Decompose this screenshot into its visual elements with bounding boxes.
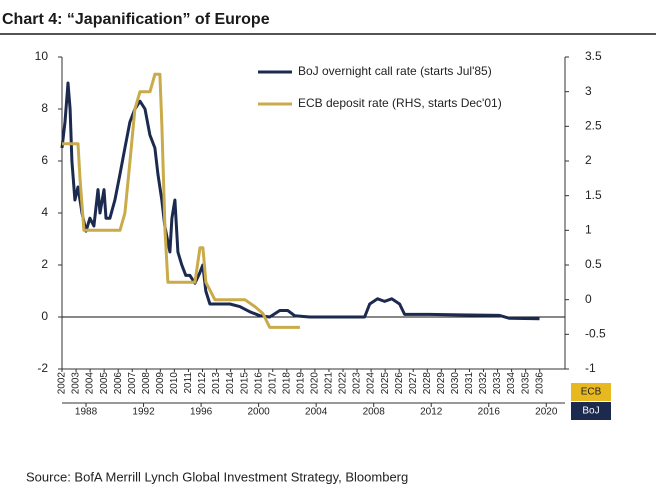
x-tick-label: 2025 (380, 372, 391, 395)
ecb-key (571, 383, 611, 401)
y-tick-label: 8 (41, 101, 48, 115)
x-tick-label: 2018 (281, 372, 292, 395)
x-tick-label: 2013 (211, 372, 222, 395)
y2-tick-label: -0.5 (585, 327, 606, 341)
x-tick-label: 2019 (295, 372, 306, 395)
x-tick-label: 2032 (478, 372, 489, 395)
y2-tick-label: 2.5 (585, 119, 602, 133)
y2-tick-label: 3.5 (585, 49, 602, 63)
boj-key (571, 402, 611, 420)
x2-tick-label: 2004 (305, 407, 328, 418)
x-tick-label: 2031 (464, 372, 475, 395)
x2-tick-label: 2012 (420, 407, 443, 418)
x-tick-label: 2010 (169, 372, 180, 395)
x-tick-label: 2027 (408, 372, 419, 395)
x2-tick-label: 2016 (478, 407, 501, 418)
y2-tick-label: 1.5 (585, 188, 602, 202)
x-tick-label: 2017 (267, 372, 278, 395)
x-tick-label: 2029 (436, 372, 447, 395)
x-axis-label: ECB (581, 387, 602, 398)
y-tick-label: 6 (41, 153, 48, 167)
y-tick-label: 4 (41, 205, 48, 219)
x-tick-label: 2011 (183, 372, 194, 394)
x2-tick-label: 1996 (190, 407, 213, 418)
x-tick-label: 2034 (506, 372, 517, 395)
legend-label: ECB deposit rate (RHS, starts Dec'01) (298, 96, 502, 110)
x-tick-label: 2036 (534, 372, 545, 395)
series-line (62, 72, 300, 329)
x-tick-label: 2002 (57, 372, 68, 395)
y2-tick-label: 0 (585, 292, 592, 306)
x-tick-label: 2009 (155, 372, 166, 395)
x-tick-label: 2021 (324, 372, 335, 395)
y2-tick-label: 3 (585, 84, 592, 98)
x-tick-label: 2023 (352, 372, 363, 395)
series-line (60, 81, 540, 321)
x-tick-label: 2006 (113, 372, 124, 395)
x-tick-label: 2007 (127, 372, 138, 395)
y-tick-label: 10 (35, 49, 49, 63)
x-tick-label: 2016 (253, 372, 264, 395)
y-tick-label: -2 (37, 361, 48, 375)
x-tick-label: 2003 (71, 372, 82, 395)
x2-tick-label: 1988 (75, 407, 98, 418)
x-tick-label: 2015 (239, 372, 250, 395)
y2-tick-label: 1 (585, 223, 592, 237)
x2-axis-label: BoJ (582, 406, 599, 417)
x-tick-label: 2004 (85, 372, 96, 395)
x2-tick-label: 2000 (248, 407, 271, 418)
y-tick-label: 2 (41, 257, 48, 271)
x-tick-label: 2035 (520, 372, 531, 395)
legend-label: BoJ overnight call rate (starts Jul'85) (298, 64, 492, 78)
x-tick-label: 2033 (492, 372, 503, 395)
x-tick-label: 2014 (225, 372, 236, 395)
x-tick-label: 2030 (450, 372, 461, 395)
x2-tick-label: 1992 (132, 407, 155, 418)
x-tick-label: 2024 (366, 372, 377, 395)
x-tick-label: 2012 (197, 372, 208, 395)
y2-tick-label: 0.5 (585, 257, 602, 271)
chart-title: Chart 4: “Japanification” of Europe (2, 11, 270, 28)
x-tick-label: 2028 (422, 372, 433, 395)
x-tick-label: 2005 (99, 372, 110, 395)
y2-tick-label: -1 (585, 361, 596, 375)
y2-tick-label: 2 (585, 153, 592, 167)
x-tick-label: 2026 (394, 372, 405, 395)
source: Source: BofA Merrill Lynch Global Invest… (26, 469, 408, 484)
x2-tick-label: 2020 (535, 407, 558, 418)
y-tick-label: 0 (41, 309, 48, 323)
x-tick-label: 2020 (310, 372, 321, 395)
x-tick-label: 2022 (338, 372, 349, 395)
x2-tick-label: 2008 (363, 407, 386, 418)
x-tick-label: 2008 (141, 372, 152, 395)
